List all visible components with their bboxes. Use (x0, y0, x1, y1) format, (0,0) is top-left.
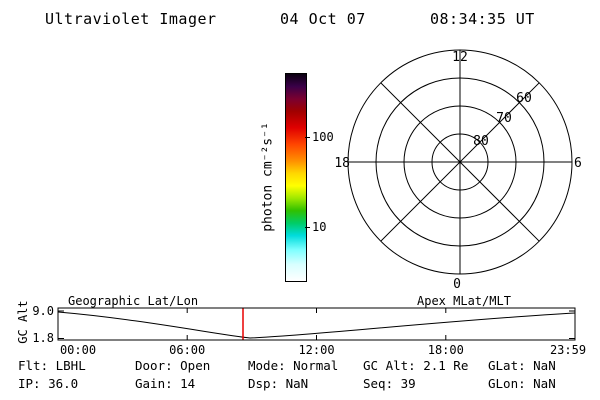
mlt-label-18: 18 (334, 156, 350, 171)
colorbar-tick-label: 100 (312, 130, 334, 144)
timeseries-right-label: Apex MLat/MLT (417, 295, 511, 308)
status-flt: Flt: LBHL (18, 358, 86, 373)
colorbar-tick-10: 10 (305, 219, 326, 235)
status-gain: Gain: 14 (135, 376, 196, 391)
mlt-label-6: 6 (574, 156, 582, 171)
mlt-label-0: 0 (453, 277, 461, 292)
status-door: Door: Open (135, 358, 211, 373)
polar-plot: 12 0 18 6 60 70 80 (334, 49, 582, 292)
status-gcalt: GC Alt: 2.1 Re (363, 358, 469, 373)
status-glat: GLat: NaN (488, 358, 556, 373)
y-axis-label: GC Alt (16, 300, 30, 343)
colorbar-units-label: photon cm⁻²s⁻¹ (260, 122, 276, 232)
mlt-label-12: 12 (452, 50, 468, 65)
status-glon: GLon: NaN (488, 376, 556, 391)
mlat-label-70: 70 (496, 111, 512, 126)
y-tick-label-1.8: 1.8 (32, 331, 54, 345)
polar-grid-lines (347, 49, 573, 275)
timeseries-axes (57, 307, 576, 341)
timeseries-left-label: Geographic Lat/Lon (68, 295, 198, 308)
mlat-label-80: 80 (473, 134, 489, 149)
y-tick-label-9: 9.0 (32, 304, 54, 318)
mlat-label-60: 60 (516, 91, 532, 106)
observation-date: 04 Oct 07 (280, 10, 366, 28)
altitude-curve (57, 311, 576, 339)
timeseries-panel: Geographic Lat/Lon Apex MLat/MLT GC Alt … (16, 295, 586, 357)
tick-mark (305, 226, 310, 228)
status-mode: Mode: Normal (248, 358, 339, 373)
colorbar-gradient (285, 73, 307, 282)
status-ip: IP: 36.0 (18, 376, 79, 391)
app-title: Ultraviolet Imager (45, 10, 217, 28)
x-tick-label: 23:59 (550, 343, 586, 357)
observation-time: 08:34:35 UT (430, 10, 535, 28)
x-tick-label: 12:00 (298, 343, 334, 357)
colorbar-tick-label: 10 (312, 220, 327, 234)
x-tick-label: 00:00 (60, 343, 96, 357)
x-tick-label: 18:00 (428, 343, 464, 357)
status-seq: Seq: 39 (363, 376, 416, 391)
tick-mark (305, 136, 310, 138)
x-tick-label: 06:00 (169, 343, 205, 357)
status-dsp: Dsp: NaN (248, 376, 309, 391)
colorbar-tick-100: 100 (305, 129, 334, 145)
